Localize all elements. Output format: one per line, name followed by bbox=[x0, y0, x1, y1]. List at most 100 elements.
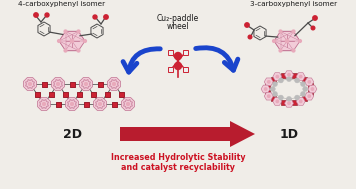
Circle shape bbox=[64, 49, 67, 52]
Circle shape bbox=[58, 40, 61, 42]
FancyBboxPatch shape bbox=[35, 91, 40, 97]
Text: 4-carboxyphenyl isomer: 4-carboxyphenyl isomer bbox=[19, 1, 106, 7]
FancyBboxPatch shape bbox=[119, 91, 124, 97]
Circle shape bbox=[308, 95, 310, 97]
Text: 2D: 2D bbox=[63, 128, 82, 140]
Circle shape bbox=[311, 88, 314, 90]
Circle shape bbox=[70, 39, 74, 43]
Circle shape bbox=[303, 87, 308, 91]
FancyBboxPatch shape bbox=[265, 90, 269, 95]
FancyBboxPatch shape bbox=[63, 91, 68, 97]
Polygon shape bbox=[305, 92, 314, 100]
Circle shape bbox=[99, 102, 101, 105]
FancyBboxPatch shape bbox=[303, 77, 308, 82]
Text: Increased Hydrolytic Stability: Increased Hydrolytic Stability bbox=[111, 153, 245, 161]
Polygon shape bbox=[37, 98, 51, 110]
Circle shape bbox=[45, 13, 49, 17]
Polygon shape bbox=[23, 77, 36, 91]
Circle shape bbox=[308, 81, 310, 83]
Circle shape bbox=[265, 88, 267, 90]
Circle shape bbox=[245, 23, 249, 27]
FancyBboxPatch shape bbox=[98, 81, 103, 87]
Circle shape bbox=[287, 77, 292, 82]
Polygon shape bbox=[79, 77, 93, 91]
Polygon shape bbox=[273, 98, 282, 105]
Circle shape bbox=[292, 30, 295, 33]
Polygon shape bbox=[94, 98, 106, 110]
FancyArrowPatch shape bbox=[196, 48, 238, 70]
FancyBboxPatch shape bbox=[56, 101, 61, 106]
Polygon shape bbox=[59, 31, 85, 51]
FancyBboxPatch shape bbox=[281, 73, 286, 78]
Circle shape bbox=[300, 91, 305, 96]
FancyBboxPatch shape bbox=[183, 50, 188, 55]
Circle shape bbox=[299, 40, 302, 42]
Polygon shape bbox=[261, 85, 270, 93]
FancyBboxPatch shape bbox=[292, 73, 297, 78]
Circle shape bbox=[104, 15, 108, 19]
Circle shape bbox=[299, 100, 302, 103]
Polygon shape bbox=[308, 85, 317, 93]
Circle shape bbox=[288, 102, 290, 105]
Circle shape bbox=[299, 75, 302, 78]
Polygon shape bbox=[108, 77, 120, 91]
Circle shape bbox=[64, 30, 67, 33]
FancyBboxPatch shape bbox=[271, 77, 276, 82]
FancyBboxPatch shape bbox=[63, 91, 68, 97]
Polygon shape bbox=[264, 92, 273, 100]
FancyBboxPatch shape bbox=[183, 67, 188, 72]
Circle shape bbox=[112, 83, 115, 85]
Polygon shape bbox=[274, 31, 300, 51]
Circle shape bbox=[28, 83, 31, 85]
FancyBboxPatch shape bbox=[84, 101, 89, 106]
Circle shape bbox=[273, 40, 276, 42]
FancyBboxPatch shape bbox=[265, 83, 269, 88]
FancyBboxPatch shape bbox=[69, 81, 74, 87]
Circle shape bbox=[84, 83, 88, 85]
FancyBboxPatch shape bbox=[308, 83, 313, 88]
Circle shape bbox=[311, 26, 315, 30]
Polygon shape bbox=[296, 73, 305, 81]
Circle shape bbox=[272, 91, 277, 96]
Circle shape bbox=[42, 102, 46, 105]
FancyBboxPatch shape bbox=[48, 91, 53, 97]
Circle shape bbox=[270, 87, 275, 91]
Text: 1D: 1D bbox=[279, 128, 298, 140]
Polygon shape bbox=[296, 98, 305, 105]
Circle shape bbox=[286, 39, 289, 43]
Circle shape bbox=[288, 74, 290, 76]
FancyBboxPatch shape bbox=[42, 81, 47, 87]
Circle shape bbox=[174, 63, 182, 70]
Circle shape bbox=[300, 81, 305, 87]
Polygon shape bbox=[52, 77, 64, 91]
FancyBboxPatch shape bbox=[292, 100, 297, 105]
Circle shape bbox=[278, 78, 283, 83]
FancyBboxPatch shape bbox=[56, 101, 61, 106]
Circle shape bbox=[34, 13, 38, 17]
Circle shape bbox=[268, 81, 270, 83]
Circle shape bbox=[287, 96, 292, 101]
Circle shape bbox=[84, 40, 87, 42]
Circle shape bbox=[295, 95, 300, 100]
Polygon shape bbox=[264, 78, 273, 86]
Circle shape bbox=[276, 75, 278, 78]
Circle shape bbox=[295, 78, 300, 83]
FancyBboxPatch shape bbox=[90, 91, 95, 97]
Polygon shape bbox=[273, 73, 282, 81]
Circle shape bbox=[268, 95, 270, 97]
Circle shape bbox=[126, 102, 130, 105]
FancyArrowPatch shape bbox=[123, 49, 160, 72]
Circle shape bbox=[278, 95, 283, 100]
Circle shape bbox=[93, 15, 97, 19]
Circle shape bbox=[276, 100, 278, 103]
FancyBboxPatch shape bbox=[168, 67, 173, 72]
FancyBboxPatch shape bbox=[105, 91, 110, 97]
Polygon shape bbox=[121, 98, 135, 110]
FancyBboxPatch shape bbox=[168, 50, 173, 55]
FancyBboxPatch shape bbox=[281, 100, 286, 105]
Polygon shape bbox=[120, 121, 255, 147]
FancyBboxPatch shape bbox=[308, 90, 313, 95]
Circle shape bbox=[248, 35, 252, 39]
FancyBboxPatch shape bbox=[303, 96, 308, 101]
Circle shape bbox=[272, 81, 277, 87]
